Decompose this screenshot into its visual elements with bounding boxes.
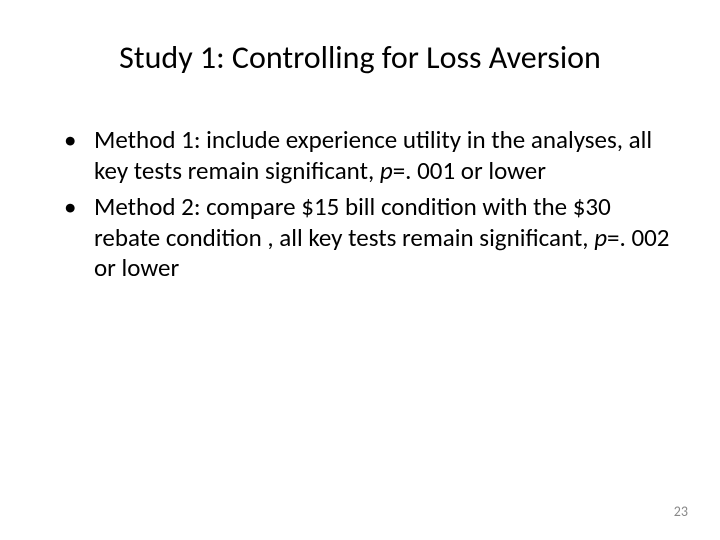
bullet-text: Method 1: include experience utility in … <box>94 124 652 186</box>
stat-variable: p <box>380 155 393 186</box>
slide-title: Study 1: Controlling for Loss Aversion <box>50 38 670 77</box>
slide: Study 1: Controlling for Loss Aversion M… <box>0 0 720 540</box>
list-item: Method 1: include experience utility in … <box>88 125 670 186</box>
stat-variable: p <box>594 222 607 253</box>
stat-value: =. 001 or lower <box>393 155 546 186</box>
list-item: Method 2: compare $15 bill condition wit… <box>88 192 670 284</box>
bullet-list: Method 1: include experience utility in … <box>50 125 670 284</box>
page-number: 23 <box>674 503 688 520</box>
bullet-text: Method 2: compare $15 bill condition wit… <box>94 191 611 253</box>
